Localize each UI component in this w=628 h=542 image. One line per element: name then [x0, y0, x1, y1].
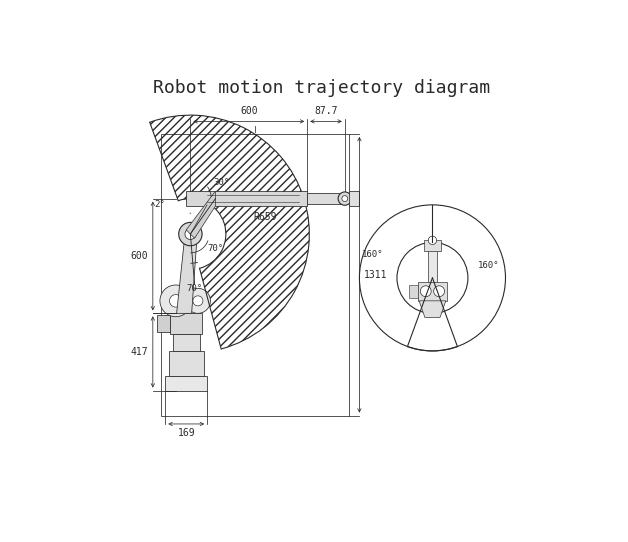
- Circle shape: [420, 286, 431, 296]
- Circle shape: [338, 192, 352, 205]
- Text: 600: 600: [130, 251, 148, 261]
- Circle shape: [185, 229, 196, 240]
- Text: R659: R659: [253, 212, 276, 222]
- Text: 30°: 30°: [214, 178, 229, 187]
- Bar: [307, 193, 345, 204]
- Bar: [349, 191, 359, 206]
- Bar: [418, 282, 447, 301]
- Bar: [428, 249, 437, 288]
- Text: 1311: 1311: [364, 270, 387, 280]
- Text: 160°: 160°: [362, 250, 383, 260]
- Circle shape: [428, 236, 436, 244]
- Text: 160°: 160°: [479, 261, 500, 270]
- Text: 70°: 70°: [187, 284, 202, 293]
- Circle shape: [170, 295, 182, 307]
- Circle shape: [342, 196, 348, 202]
- Bar: [169, 351, 203, 376]
- Bar: [157, 315, 170, 332]
- Circle shape: [179, 222, 202, 246]
- Polygon shape: [419, 301, 446, 318]
- Bar: [187, 191, 307, 206]
- Circle shape: [193, 296, 203, 306]
- Bar: [424, 240, 441, 251]
- Bar: [161, 134, 349, 416]
- Circle shape: [160, 285, 192, 317]
- Circle shape: [185, 288, 210, 313]
- Text: 169: 169: [177, 428, 195, 438]
- Bar: [170, 313, 202, 334]
- Text: Robot motion trajectory diagram: Robot motion trajectory diagram: [153, 79, 490, 97]
- Polygon shape: [176, 242, 197, 313]
- Polygon shape: [187, 191, 215, 238]
- Text: 2°: 2°: [154, 201, 165, 209]
- Text: 600: 600: [240, 106, 257, 117]
- Bar: [165, 376, 207, 391]
- Text: 417: 417: [130, 347, 148, 357]
- Text: 70°: 70°: [207, 244, 223, 253]
- Text: 87.7: 87.7: [314, 106, 338, 117]
- Circle shape: [434, 286, 445, 296]
- Bar: [409, 285, 418, 298]
- Bar: [173, 334, 200, 351]
